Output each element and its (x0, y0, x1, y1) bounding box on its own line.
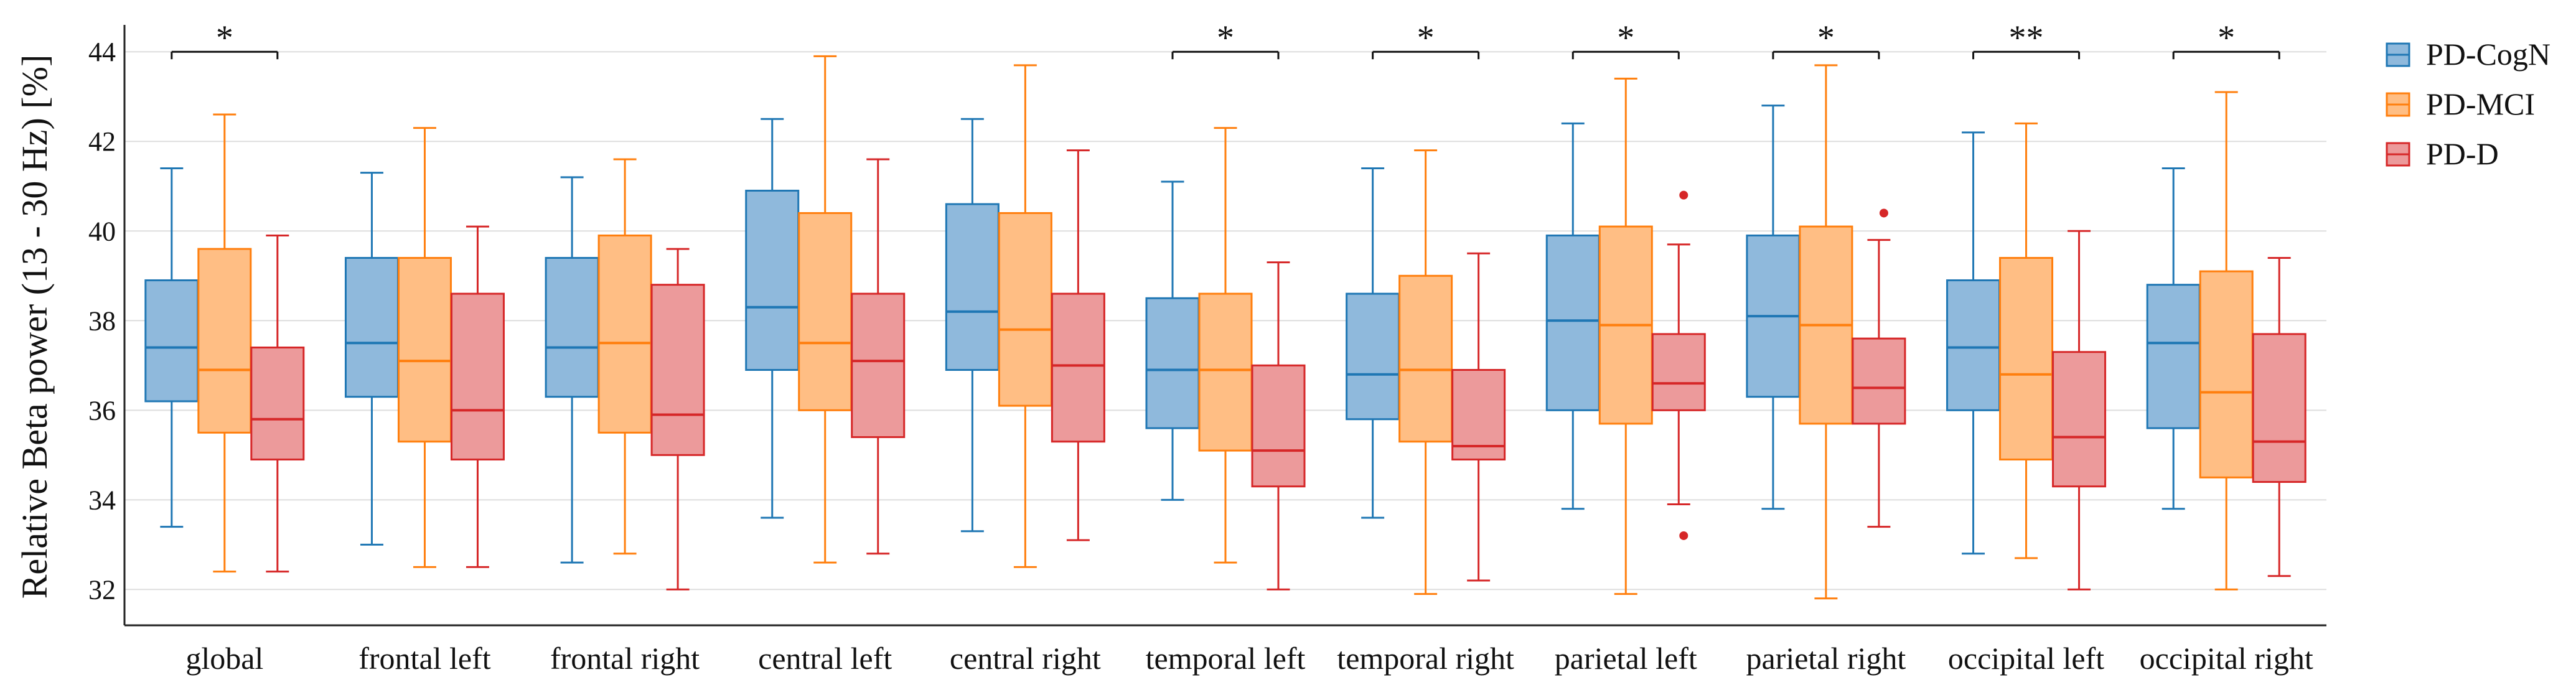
box-pd-cogn-occipital-left-iqr (1946, 279, 2001, 411)
y-tick-label-40: 40 (88, 216, 116, 246)
sig-label-temporal-left: * (1217, 19, 1234, 57)
y-tick-label-34: 34 (88, 485, 116, 515)
box-pd-mci-central-left-iqr (798, 212, 853, 411)
box-pd-d-occipital-left-iqr (2052, 351, 2107, 488)
box-pd-mci-occipital-right-iqr (2199, 270, 2254, 478)
box-pd-d-parietal-left-outlier-1 (1679, 531, 1688, 540)
sig-label-occipital-right: * (2218, 19, 2235, 57)
sig-label-global: * (216, 19, 233, 57)
y-tick-label-42: 42 (88, 126, 116, 157)
box-pd-mci-central-right-iqr (998, 212, 1052, 407)
box-group-occipital-left (1946, 122, 2107, 590)
box-pd-cogn-occipital-right-iqr (2146, 284, 2201, 429)
sig-label-temporal-right: * (1417, 19, 1435, 57)
box-pd-d-frontal-right-iqr (650, 284, 705, 456)
box-pd-d-frontal-left-iqr (450, 292, 505, 461)
box-pd-cogn-global-iqr (144, 279, 199, 403)
legend-label-pd-cogn: PD-CogN (2426, 37, 2550, 72)
box-pd-d-parietal-left-outlier-0 (1679, 190, 1688, 200)
legend: PD-CogN PD-MCI PD-D (2386, 37, 2550, 171)
box-group-parietal-right (1746, 64, 1906, 600)
box-pd-d-central-right-iqr (1051, 292, 1105, 443)
box-pd-cogn-parietal-left-iqr (1545, 234, 1600, 411)
box-pd-mci-temporal-right-iqr (1398, 274, 1453, 443)
box-pd-mci-temporal-left-iqr (1198, 292, 1253, 452)
x-label-parietal-right: parietal right (1746, 641, 1906, 676)
box-pd-d-parietal-right-outlier-0 (1879, 208, 1888, 218)
box-pd-cogn-central-right-iqr (945, 203, 1000, 371)
box-group-frontal-right (545, 158, 705, 590)
box-group-temporal-left (1145, 127, 1306, 590)
x-label-temporal-right: temporal right (1337, 641, 1514, 676)
y-axis-title: Relative Beta power (13 - 30 Hz) [%] (14, 55, 55, 599)
box-group-central-right (945, 64, 1105, 568)
x-label-frontal-right: frontal right (550, 641, 700, 676)
legend-label-pd-d: PD-D (2426, 136, 2499, 171)
box-pd-d-occipital-right-iqr (2252, 333, 2307, 483)
sig-label-parietal-left: * (1617, 19, 1634, 57)
y-tick-labels: 32 34 36 38 40 42 44 (88, 37, 116, 605)
x-label-global: global (185, 641, 263, 676)
box-group-occipital-right (2146, 91, 2307, 590)
sig-label-occipital-left: ** (2009, 19, 2044, 57)
box-group-temporal-right (1346, 149, 1506, 595)
x-label-occipital-right: occipital right (2140, 641, 2313, 676)
axes (123, 25, 2326, 627)
sig-label-parietal-right: * (1817, 19, 1835, 57)
box-group-global (144, 113, 305, 573)
x-label-occipital-left: occipital left (1948, 641, 2104, 676)
box-group-central-left (745, 55, 906, 564)
legend-label-pd-mci: PD-MCI (2426, 86, 2535, 121)
box-pd-cogn-temporal-right-iqr (1346, 292, 1400, 421)
box-pd-cogn-frontal-left-iqr (344, 256, 399, 398)
x-label-temporal-left: temporal left (1146, 641, 1306, 676)
box-pd-mci-global-iqr (197, 248, 252, 434)
box-group-frontal-left (344, 127, 505, 568)
box-pd-cogn-frontal-right-iqr (545, 256, 599, 398)
box-pd-mci-frontal-left-iqr (397, 256, 452, 443)
x-label-parietal-left: parietal left (1555, 641, 1697, 676)
box-pd-d-parietal-left-iqr (1651, 333, 1706, 411)
x-label-central-left: central left (758, 641, 892, 676)
y-tick-label-38: 38 (88, 306, 116, 336)
box-pd-cogn-central-left-iqr (745, 189, 800, 371)
box-pd-mci-occipital-left-iqr (1999, 256, 2054, 461)
box-pd-d-parietal-right-iqr (1852, 337, 1906, 425)
x-label-frontal-left: frontal left (358, 641, 491, 676)
significance-markers: * * * * * ** * (171, 19, 2280, 60)
box-pd-d-central-left-iqr (851, 292, 906, 439)
box-group-parietal-left (1545, 77, 1706, 595)
box-pd-cogn-temporal-left-iqr (1145, 297, 1200, 429)
y-tick-label-44: 44 (88, 37, 116, 67)
x-category-labels: global frontal left frontal right central l… (185, 641, 2313, 676)
y-tick-label-36: 36 (88, 395, 116, 426)
box-pd-d-global-iqr (250, 347, 305, 461)
box-groups (144, 55, 2307, 600)
box-pd-d-temporal-left-iqr (1251, 364, 1306, 488)
box-pd-mci-frontal-right-iqr (597, 234, 652, 434)
x-label-central-right: central right (950, 641, 1101, 676)
box-pd-d-temporal-right-iqr (1451, 369, 1506, 461)
y-tick-label-32: 32 (88, 574, 116, 605)
